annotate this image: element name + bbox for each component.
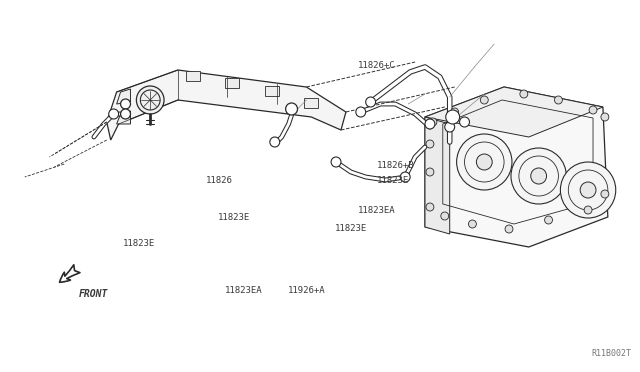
Circle shape [460, 117, 470, 127]
Circle shape [468, 220, 476, 228]
Circle shape [426, 168, 434, 176]
Circle shape [120, 99, 131, 109]
Circle shape [520, 90, 528, 98]
Circle shape [426, 203, 434, 211]
Text: R11B002T: R11B002T [591, 350, 631, 359]
Circle shape [481, 96, 488, 104]
Polygon shape [265, 86, 278, 96]
Circle shape [429, 118, 437, 126]
Text: 11826+C: 11826+C [357, 61, 395, 70]
Text: 11926+A: 11926+A [288, 286, 325, 295]
Circle shape [589, 106, 597, 114]
Text: 11823E: 11823E [335, 224, 367, 233]
Text: 11826: 11826 [205, 176, 232, 185]
Circle shape [331, 157, 341, 167]
Polygon shape [186, 71, 200, 81]
Circle shape [365, 97, 376, 107]
Circle shape [285, 103, 298, 115]
Circle shape [554, 96, 563, 104]
Circle shape [505, 225, 513, 233]
Polygon shape [116, 89, 131, 104]
Circle shape [441, 212, 449, 220]
Polygon shape [425, 87, 603, 137]
Text: 11823E: 11823E [124, 239, 156, 248]
Polygon shape [425, 117, 450, 234]
Text: 11823EA: 11823EA [225, 286, 262, 295]
Text: 11826+B: 11826+B [376, 161, 414, 170]
Circle shape [584, 206, 592, 214]
Text: 11823E: 11823E [376, 176, 408, 185]
Circle shape [511, 148, 566, 204]
Circle shape [356, 107, 365, 117]
Circle shape [456, 134, 512, 190]
Text: 11823E: 11823E [218, 213, 250, 222]
Circle shape [136, 86, 164, 114]
Circle shape [601, 190, 609, 198]
Circle shape [445, 122, 454, 132]
Polygon shape [107, 70, 346, 140]
Circle shape [545, 216, 552, 224]
Circle shape [426, 140, 434, 148]
Circle shape [451, 108, 459, 116]
Circle shape [445, 110, 460, 124]
Polygon shape [425, 87, 608, 247]
Circle shape [425, 119, 435, 129]
Polygon shape [116, 111, 131, 124]
Circle shape [109, 109, 118, 119]
Circle shape [476, 154, 492, 170]
Circle shape [531, 168, 547, 184]
Polygon shape [225, 78, 239, 88]
Text: 11823EA: 11823EA [357, 206, 395, 215]
Circle shape [120, 109, 131, 119]
Circle shape [400, 172, 410, 182]
Circle shape [561, 162, 616, 218]
Polygon shape [305, 98, 318, 108]
Circle shape [601, 113, 609, 121]
Text: FRONT: FRONT [79, 289, 108, 299]
Circle shape [270, 137, 280, 147]
Circle shape [580, 182, 596, 198]
